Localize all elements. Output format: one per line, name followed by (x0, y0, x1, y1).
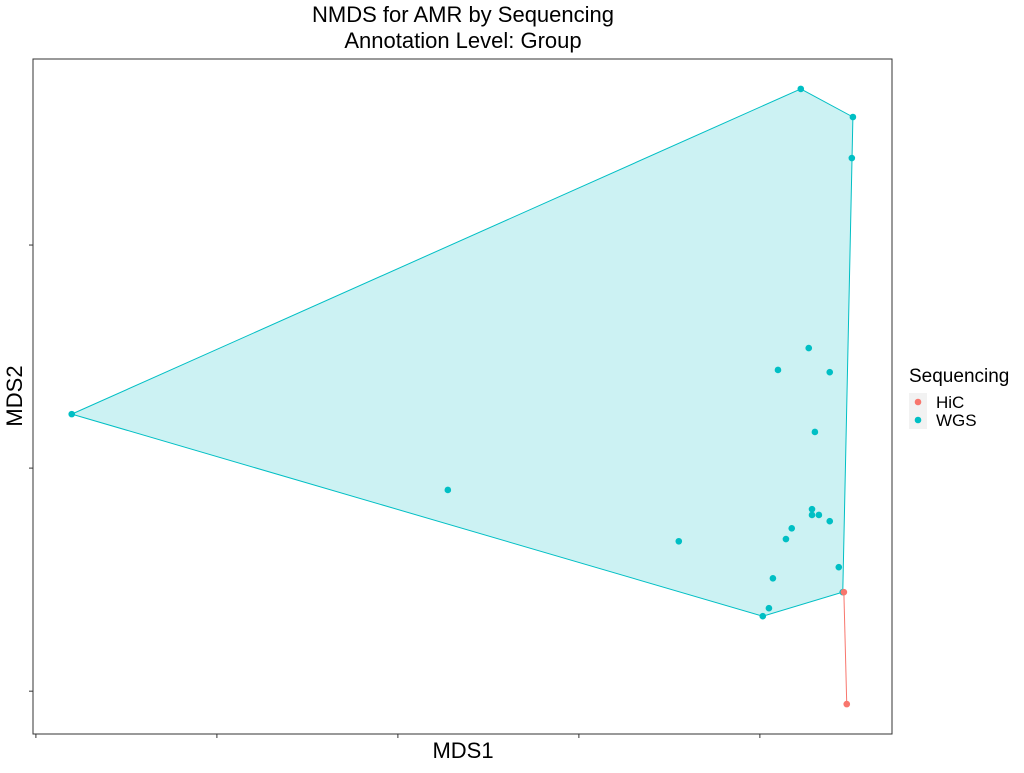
data-point (840, 588, 848, 596)
data-point (797, 85, 805, 93)
chart-subtitle: Annotation Level: Group (344, 28, 581, 53)
data-point (769, 574, 777, 582)
data-point (843, 700, 851, 708)
data-point (68, 410, 76, 418)
data-point (774, 366, 782, 374)
data-point (826, 368, 834, 376)
data-point (815, 511, 823, 519)
data-point (759, 612, 767, 620)
legend-label: WGS (936, 411, 977, 430)
data-point (788, 525, 796, 532)
legend-symbol (914, 398, 922, 406)
group-hull (843, 592, 848, 705)
legend-label: HiC (936, 393, 964, 412)
legend-title: Sequencing (909, 366, 1009, 387)
data-point (835, 563, 843, 571)
data-point (675, 537, 683, 545)
data-point (826, 517, 834, 525)
legend-symbol (914, 416, 922, 424)
data-point (782, 535, 790, 543)
data-point (805, 344, 813, 352)
chart-title: NMDS for AMR by Sequencing (312, 2, 614, 27)
data-point (808, 505, 816, 513)
y-axis-label: MDS2 (2, 365, 27, 426)
data-point (765, 604, 773, 612)
data-point (808, 511, 816, 519)
data-point (849, 113, 857, 121)
data-point (848, 154, 856, 162)
x-axis-label: MDS1 (432, 738, 493, 763)
plot-border (32, 58, 893, 735)
data-point (811, 428, 819, 436)
data-point (444, 486, 452, 494)
group-hull (71, 88, 854, 617)
